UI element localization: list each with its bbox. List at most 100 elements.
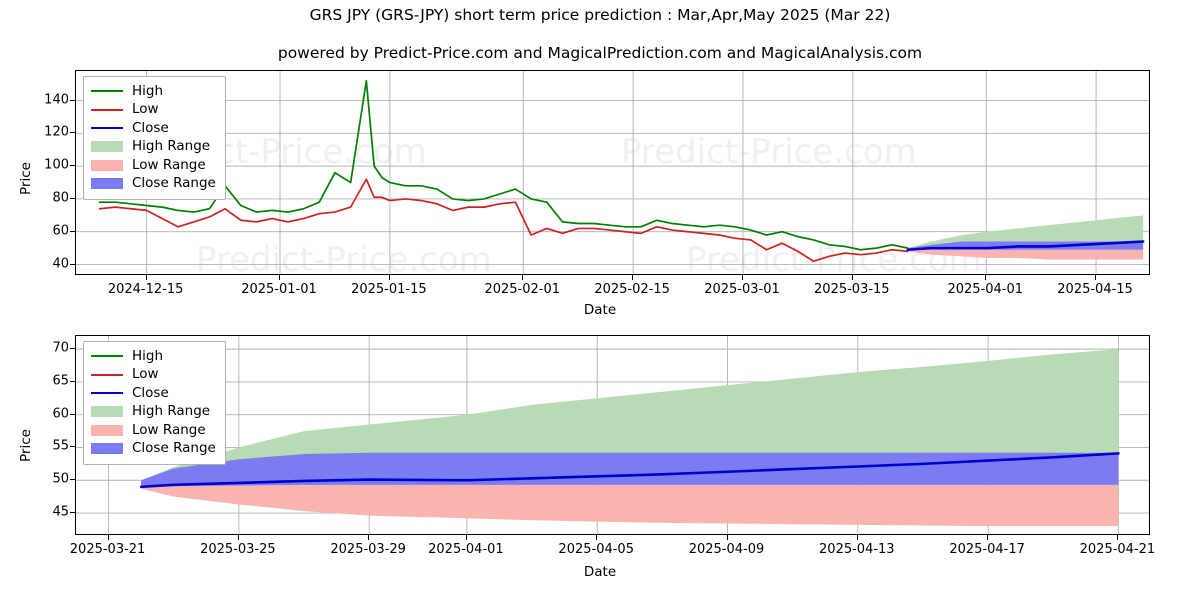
detail-x-tickmark — [368, 535, 370, 540]
legend-item-label: High — [132, 347, 164, 364]
high-range-band — [907, 215, 1144, 250]
detail-y-tick: 65 — [52, 373, 69, 389]
overview-x-tick: 2025-03-15 — [814, 282, 890, 297]
overview-plot-svg: Predict-Price.com Predict-Price.comPredic… — [76, 71, 1149, 275]
overview-y-tick: 60 — [52, 223, 69, 239]
detail-y-tickmark — [70, 479, 75, 481]
legend-line-swatch — [91, 355, 123, 358]
overview-chart: Predict-Price.com Predict-Price.com Predic… — [44, 70, 1150, 297]
overview-y-tick: 40 — [52, 256, 69, 272]
overview-y-tick: 120 — [44, 124, 69, 140]
legend-item-label: Low — [132, 101, 159, 117]
overview-x-tickmark — [632, 275, 634, 280]
legend-item-label: Low — [132, 366, 159, 382]
legend-patch-swatch — [91, 159, 123, 171]
overview-x-tick: 2025-02-01 — [484, 282, 561, 297]
overview-y-tickmark — [70, 99, 75, 101]
detail-x-axis-label: Date — [583, 564, 617, 580]
svg-text:Predict-Price.com: Predict-Price.com — [621, 132, 917, 172]
overview-x-tickmark — [1095, 275, 1097, 280]
legend-item-low-range: Low Range — [91, 421, 216, 440]
overview-x-tickmark — [279, 275, 280, 280]
detail-x-tick: 2025-04-21 — [1079, 542, 1156, 557]
legend-line-swatch — [91, 108, 123, 111]
overview-x-tickmark — [522, 275, 524, 280]
overview-plot-area: Predict-Price.com Predict-Price.com Predic… — [75, 70, 1150, 275]
overview-x-tick: 2025-02-15 — [594, 282, 670, 297]
detail-x-tickmark — [237, 535, 239, 540]
detail-y-tick: 55 — [52, 438, 69, 454]
legend-item-label: Close — [132, 119, 169, 136]
legend-item-label: Close Range — [132, 175, 216, 191]
detail-y-tick: 50 — [52, 471, 69, 487]
detail-x-tick: 2025-03-21 — [69, 542, 146, 557]
legend-line-swatch — [91, 392, 123, 395]
overview-x-tick: 2024-12-15 — [107, 282, 184, 297]
detail-x-tickmark — [596, 535, 598, 540]
detail-x-tickmark — [465, 535, 467, 540]
detail-x-tick: 2025-04-01 — [428, 542, 504, 557]
overview-legend: High Low Close High Range Low Range Close Ran… — [83, 76, 226, 200]
overview-x-tickmark — [985, 275, 987, 280]
legend-item-high: High — [91, 347, 216, 366]
legend-item-low-range: Low Range — [91, 156, 216, 175]
detail-x-tick: 2025-04-05 — [558, 542, 634, 557]
detail-y-tickmark — [70, 380, 75, 382]
overview-y-tickmark — [70, 132, 75, 134]
legend-item-close: Close — [91, 384, 216, 403]
detail-x-tickmark — [987, 535, 989, 540]
close-line — [906, 240, 1145, 252]
close-line — [139, 452, 1120, 489]
overview-y-tickmark — [70, 197, 75, 199]
detail-legend: High Low Close High Range Low Range Close Ran… — [83, 341, 226, 465]
overview-x-tick: 2025-03-01 — [704, 282, 780, 297]
legend-line-swatch — [91, 90, 123, 93]
overview-y-tickmark — [70, 263, 75, 265]
overview-y-tick: 100 — [44, 157, 69, 173]
legend-patch-swatch — [91, 178, 123, 190]
detail-y-tickmark — [70, 348, 75, 350]
overview-y-tick: 80 — [52, 190, 69, 206]
high-line — [98, 79, 909, 251]
low-range-band — [141, 484, 1119, 527]
low-range-band — [907, 249, 1144, 260]
low-line — [98, 178, 909, 263]
legend-patch-swatch — [91, 406, 123, 418]
detail-x-tick: 2025-03-29 — [330, 542, 406, 557]
overview-x-tick: 2025-04-01 — [947, 282, 1023, 297]
legend-item-low: Low — [91, 366, 216, 385]
page-title: GRS JPY (GRS-JPY) short term price predi… — [309, 6, 891, 24]
legend-item-label: High Range — [132, 138, 211, 154]
legend-item-label: High Range — [132, 403, 211, 419]
detail-x-tick: 2025-03-25 — [200, 542, 276, 557]
detail-x-tickmark — [726, 535, 728, 540]
legend-item-high-range: High Range — [91, 403, 216, 422]
overview-x-tickmark — [741, 275, 743, 280]
legend-item-close-range: Close Range — [91, 440, 216, 459]
legend-item-high: High — [91, 82, 216, 101]
overview-x-tick: 2025-01-01 — [241, 282, 317, 297]
legend-item-label: Close Range — [132, 440, 216, 456]
legend-item-label: Close — [132, 384, 169, 401]
detail-y-tick: 60 — [52, 406, 69, 422]
legend-item-close: Close — [91, 119, 216, 138]
high-range-band — [141, 349, 1119, 487]
legend-item-close-range: Close Range — [91, 175, 216, 194]
legend-line-swatch — [91, 127, 123, 130]
detail-y-tick: 45 — [52, 504, 69, 520]
overview-x-tickmark — [851, 275, 853, 280]
legend-item-label: High — [132, 82, 164, 99]
overview-x-axis-label: Date — [583, 302, 617, 318]
legend-item-label: Low Range — [132, 156, 206, 173]
overview-y-tickmark — [70, 230, 75, 232]
detail-y-tickmark — [70, 446, 75, 448]
svg-text:Predict-Price.com: Predict-Price.com — [196, 240, 492, 275]
legend-patch-swatch — [91, 443, 123, 455]
overview-y-tick: 140 — [44, 92, 69, 108]
legend-item-high-range: High Range — [91, 138, 216, 157]
detail-x-tickmark — [107, 535, 109, 540]
overview-x-tickmark — [388, 275, 390, 280]
detail-y-tickmark — [70, 512, 75, 514]
